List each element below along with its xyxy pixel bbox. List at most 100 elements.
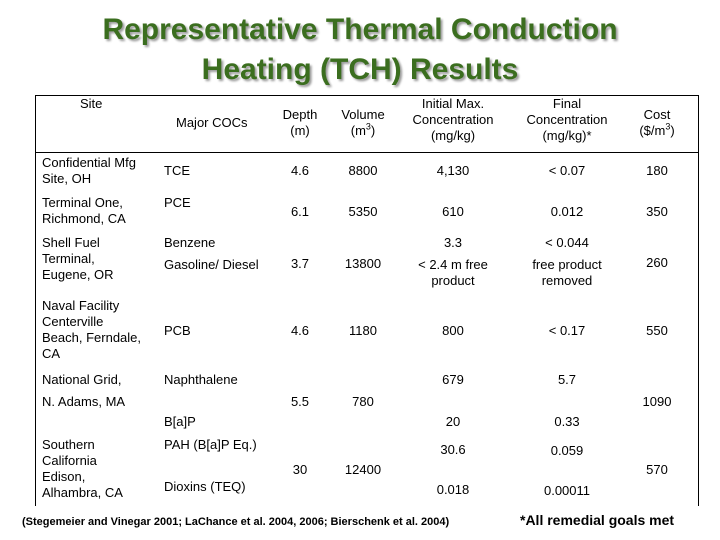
row6-initial-2: 0.018 — [436, 482, 470, 497]
row4-initial: 800 — [442, 323, 464, 338]
header-initial-line-1: Initial Max. — [421, 96, 485, 111]
header-cost-sup: 3 — [665, 121, 671, 132]
row4-site-line-3: Beach, Ferndale, — [42, 330, 142, 345]
row6-final-2: 0.00011 — [543, 483, 591, 498]
row5-final-1: 5.7 — [557, 372, 577, 387]
header-divider — [35, 152, 699, 153]
header-volume-sup: 3 — [365, 121, 371, 132]
row1-site: Confidential Mfg Site, OH — [42, 155, 136, 187]
row5-site-line-2: N. Adams, MA — [42, 394, 126, 409]
row1-volume: 8800 — [348, 163, 378, 178]
row2-site-line-2: Richmond, CA — [42, 211, 126, 226]
header-cost: Cost ($/m3) — [626, 107, 688, 139]
header-depth: Depth (m) — [274, 107, 326, 139]
header-depth-line-1: Depth — [282, 107, 318, 122]
header-volume-line-1: Volume — [341, 107, 385, 122]
row3-site-line-3: Eugene, OR — [42, 267, 114, 282]
row6-coc-1: PAH (B[a]P Eq.) — [164, 437, 257, 452]
header-final-line-1: Final — [552, 96, 582, 111]
row4-volume: 1180 — [349, 323, 377, 338]
row2-volume: 5350 — [348, 204, 378, 219]
header-volume: Volume (m3) — [330, 107, 396, 139]
header-depth-line-2: (m) — [290, 123, 310, 138]
header-final-line-2: Concentration — [526, 112, 608, 127]
row6-volume: 12400 — [344, 462, 382, 477]
row4-site-line-4: CA — [42, 346, 61, 361]
row6-site-line-2: California — [42, 453, 97, 468]
row5-coc-2: B[a]P — [164, 414, 196, 429]
row1-initial: 4,130 — [436, 163, 470, 178]
row6-site-line-4: Alhambra, CA — [42, 485, 123, 500]
row5-initial-1: 679 — [442, 372, 464, 387]
row2-depth: 6.1 — [290, 204, 310, 219]
row1-site-line-2: Site, OH — [42, 171, 92, 186]
results-table-frame — [35, 95, 699, 506]
row5-site-line-1: National Grid, — [42, 372, 122, 387]
row5-coc-1: Naphthalene — [164, 372, 238, 387]
row2-site: Terminal One, Richmond, CA — [42, 195, 126, 227]
row6-site: Southern California Edison, Alhambra, CA — [42, 437, 123, 501]
row4-cost: 550 — [646, 323, 668, 338]
row3-final-line-3: removed — [541, 273, 593, 288]
header-volume-close: ) — [370, 123, 376, 138]
row2-final: 0.012 — [550, 204, 584, 219]
header-initial: Initial Max. Concentration (mg/kg) — [397, 96, 509, 144]
row6-site-line-3: Edison, — [42, 469, 86, 484]
slide-title-line-1: Representative Thermal Conduction — [102, 13, 618, 46]
row4-depth: 4.6 — [290, 323, 310, 338]
row3-cost: 260 — [646, 255, 668, 270]
row6-depth: 30 — [292, 462, 308, 477]
row3-initial-line-1: 3.3 — [443, 235, 463, 250]
row4-site-line-2: Centerville — [42, 314, 104, 329]
row3-coc-1: Benzene — [164, 235, 216, 250]
header-initial-line-2: Concentration — [412, 112, 494, 127]
row2-site-line-1: Terminal One, — [42, 195, 123, 210]
row6-initial-1: 30.6 — [440, 442, 466, 457]
row6-cost: 570 — [646, 462, 668, 477]
row3-site: Shell Fuel Terminal, Eugene, OR — [42, 235, 114, 283]
header-site: Site — [80, 96, 103, 111]
row3-depth: 3.7 — [290, 256, 310, 271]
row3-site-line-1: Shell Fuel — [42, 235, 100, 250]
header-volume-unit: (m — [350, 123, 366, 138]
row3-site-line-2: Terminal, — [42, 251, 95, 266]
row6-coc-2: Dioxins (TEQ) — [164, 479, 246, 494]
header-initial-line-3: (mg/kg) — [430, 128, 476, 143]
row4-site-line-1: Naval Facility — [42, 298, 120, 313]
header-cost-unit: ($/m — [639, 123, 666, 138]
row4-coc: PCB — [164, 323, 191, 338]
header-cost-line-1: Cost — [643, 107, 671, 122]
row3-coc-2: Gasoline/ Diesel — [164, 257, 259, 272]
row1-depth: 4.6 — [290, 163, 310, 178]
row5-final-2: 0.33 — [554, 414, 580, 429]
row2-initial: 610 — [442, 204, 464, 219]
row3-final-line-1: < 0.044 — [545, 235, 589, 250]
header-cost-close: ) — [670, 123, 675, 138]
header-final: Final Concentration (mg/kg)* — [510, 96, 624, 144]
row1-final: < 0.07 — [548, 163, 586, 178]
row5-volume: 780 — [352, 394, 374, 409]
row2-coc: PCE — [164, 195, 191, 210]
row5-cost: 1090 — [642, 394, 672, 409]
row6-final-1: 0.059 — [550, 443, 584, 458]
header-final-line-3: (mg/kg)* — [542, 128, 592, 143]
row4-site: Naval Facility Centerville Beach, Fernda… — [42, 298, 141, 362]
row1-site-line-1: Confidential Mfg — [42, 155, 136, 170]
header-volume-line-2: (m3) — [330, 121, 396, 139]
slide-title-line-2: Heating (TCH) Results — [201, 53, 519, 86]
header-cost-line-2: ($/m3) — [626, 121, 688, 139]
row3-volume: 13800 — [344, 256, 382, 271]
row3-initial-line-2: < 2.4 m free — [418, 257, 488, 272]
citation: (Stegemeier and Vinegar 2001; LaChance e… — [22, 516, 450, 528]
row3-final: < 0.044 free product removed — [510, 235, 624, 289]
row4-final: < 0.17 — [548, 323, 586, 338]
footnote: *All remedial goals met — [520, 512, 675, 528]
row6-site-line-1: Southern — [42, 437, 95, 452]
row1-coc: TCE — [164, 163, 190, 178]
row3-initial: 3.3 < 2.4 m free product — [397, 235, 509, 289]
row1-cost: 180 — [646, 163, 668, 178]
row3-final-line-2: free product — [532, 257, 602, 272]
row3-initial-line-3: product — [431, 273, 475, 288]
row5-initial-2: 20 — [445, 414, 461, 429]
header-major-cocs: Major COCs — [176, 115, 248, 130]
